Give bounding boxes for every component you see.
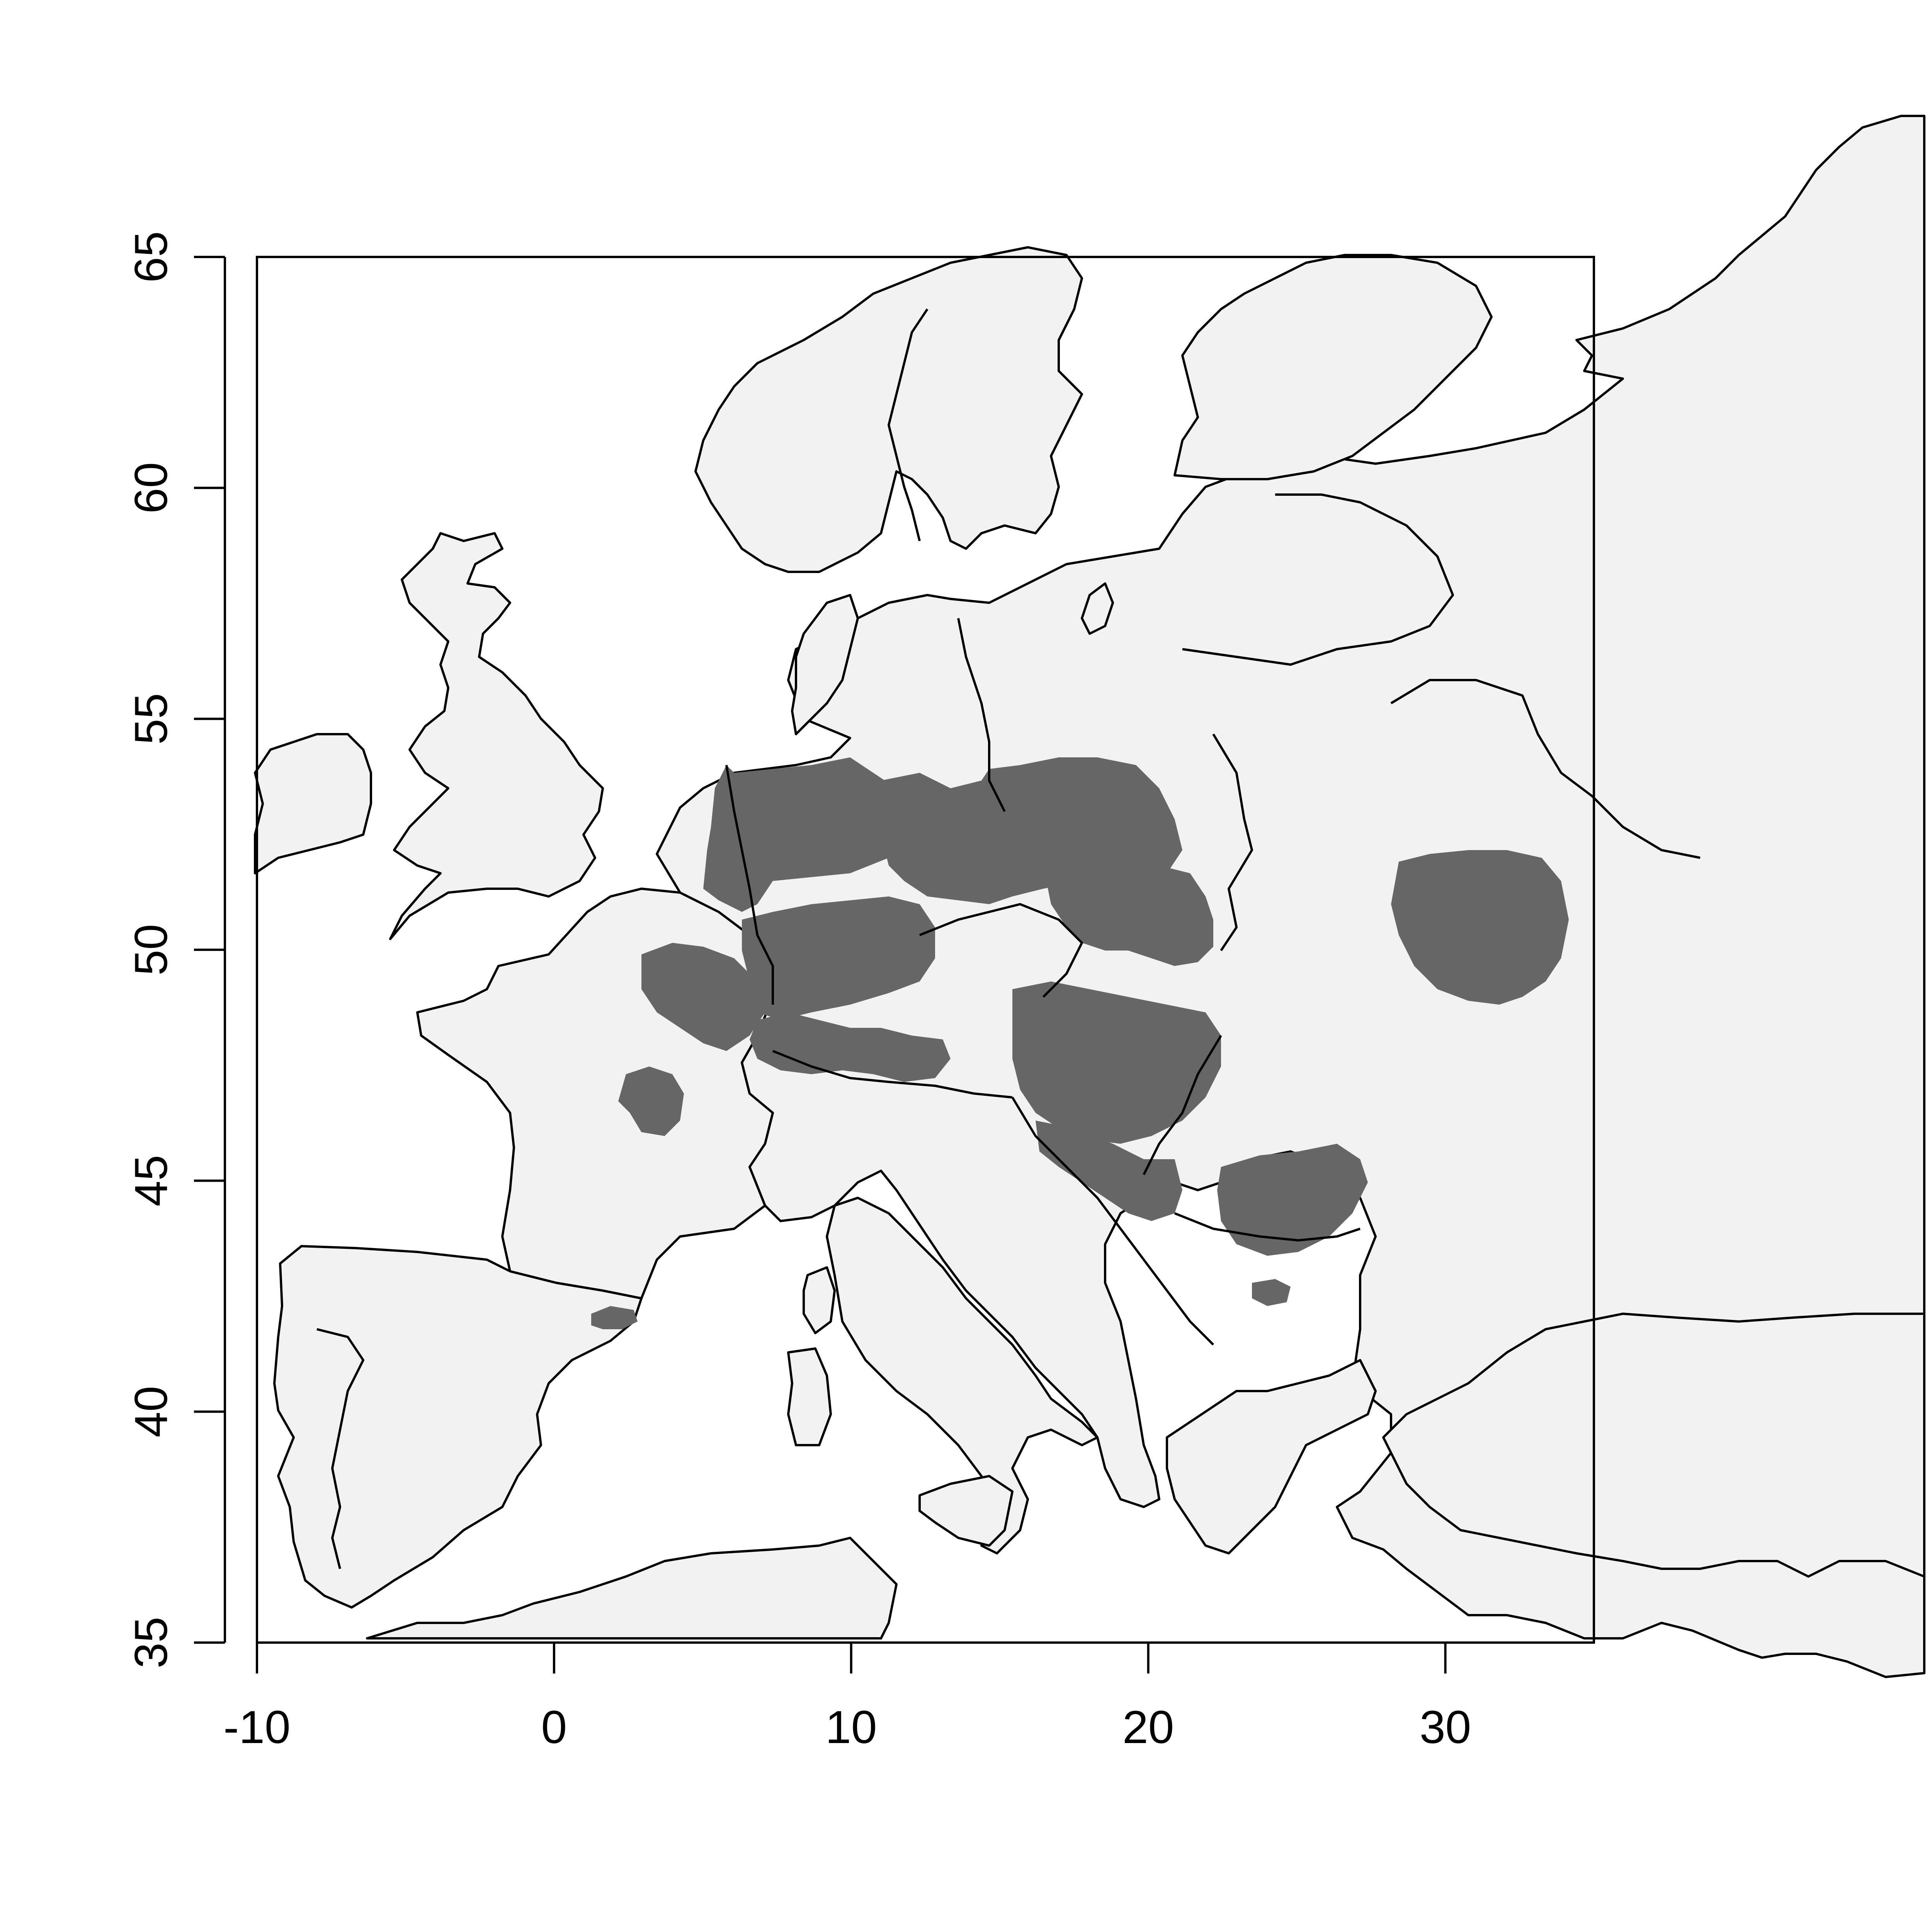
land-sardinia [787,1347,832,1446]
y-tick-label: 55 [125,693,177,745]
border-ukraine-russia [1390,679,1701,859]
land-iberia [273,1245,643,1609]
border-norway-sweden [888,308,929,541]
land-denmark [791,594,859,735]
range-central-france [618,1066,684,1136]
x-tick-label: 20 [1122,1701,1174,1753]
border-germany-poland [957,618,1006,812]
y-tick-label: 45 [125,1155,177,1206]
y-tick-label: 40 [125,1386,177,1437]
range-poland-east [1043,858,1213,966]
land-anatolia [1382,1313,1925,1578]
border-poland-east [1212,733,1253,951]
x-tick-label: 0 [541,1701,567,1753]
x-tick-label: 10 [825,1701,877,1753]
border-romania-bulgaria [1174,1212,1361,1242]
land-france [416,888,774,1299]
range-serbia [1036,1121,1182,1221]
land-north-africa [366,1537,898,1639]
range-hungary [1012,981,1221,1144]
range-layer [591,757,1569,1329]
border-baltics [1182,493,1454,666]
range-romania-south [1217,1144,1368,1256]
land-scandinavia [694,246,1083,573]
range-south-germany [742,896,935,1020]
land-layer [254,115,1925,1678]
borders-layer [316,308,1701,1569]
border-balkans [1011,1097,1214,1346]
land-central-europe [656,115,1925,1678]
land-corsica [803,1266,836,1334]
x-tick-label: -10 [223,1701,290,1753]
range-bulgaria [1252,1279,1291,1306]
range-germany-poland [881,757,1182,904]
x-axis: -10 0 10 20 30 [223,1641,1471,1753]
range-pyrenees [591,1306,638,1329]
y-tick-label: 60 [125,462,177,514]
x-tick-label: 30 [1420,1701,1471,1753]
land-finland [1173,254,1493,480]
land-greece [1166,1359,1377,1554]
land-italy [826,1197,1099,1554]
range-benelux-germany [703,757,912,912]
border-spain-portugal [316,1328,364,1569]
border-france-germany [725,765,774,1005]
border-czech-austria [919,903,1083,998]
range-alps-patches [750,1012,951,1082]
land-gotland [1081,582,1114,635]
land-great-britain [389,532,604,940]
land-ireland [254,733,372,874]
border-hungary-romania [1143,1035,1222,1175]
land-sicily [918,1475,1014,1547]
y-axis: 35 40 45 50 55 60 65 [125,231,226,1668]
y-tick-label: 65 [125,231,177,282]
border-austria-italy [772,1050,1013,1099]
y-tick-label: 50 [125,924,177,975]
range-ukraine [1391,850,1569,1005]
y-tick-label: 35 [125,1617,177,1668]
range-east-france [641,943,765,1051]
